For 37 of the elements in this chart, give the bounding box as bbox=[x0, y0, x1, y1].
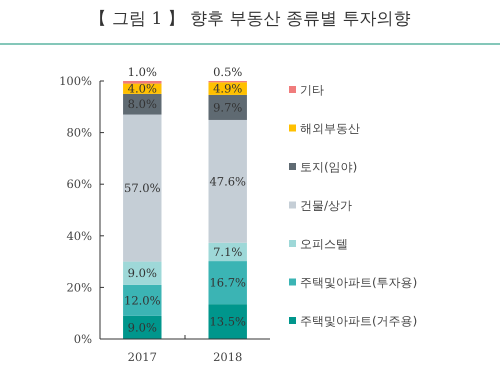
data-label: 12.0% bbox=[124, 293, 161, 308]
data-label: 9.7% bbox=[213, 100, 242, 114]
legend-label: 오피스텔 bbox=[300, 237, 348, 251]
bar bbox=[208, 120, 247, 243]
y-tick-label: 20% bbox=[66, 280, 92, 294]
data-label: 47.6% bbox=[209, 174, 246, 188]
y-tick-label: 0% bbox=[74, 332, 92, 346]
data-label: 4.0% bbox=[128, 82, 157, 96]
data-label: 57.0% bbox=[124, 181, 161, 196]
data-label: 13.5% bbox=[209, 314, 246, 329]
legend-label: 건물/상가 bbox=[300, 198, 352, 212]
legend-label: 해외부동산 bbox=[300, 122, 360, 136]
bar bbox=[208, 261, 247, 304]
bar bbox=[123, 114, 162, 262]
data-label: 9.0% bbox=[128, 266, 157, 280]
chart-title: 【 그림 1 】 향후 부동산 종류별 투자의향 bbox=[90, 9, 410, 29]
legend-label: 주택및아파트(거주용) bbox=[300, 314, 418, 328]
y-tick-label: 80% bbox=[66, 126, 92, 140]
data-label: 4.9% bbox=[213, 82, 242, 96]
x-tick-label: 2018 bbox=[213, 350, 242, 364]
legend-label: 토지(임야) bbox=[300, 160, 358, 174]
data-label: 0.5% bbox=[213, 65, 242, 79]
bar bbox=[208, 94, 247, 120]
bar bbox=[208, 304, 247, 339]
y-tick-label: 40% bbox=[66, 228, 92, 243]
legend-label: 기타 bbox=[300, 83, 324, 97]
x-tick-label: 2017 bbox=[128, 350, 157, 364]
data-label: 8.0% bbox=[128, 97, 157, 112]
bar bbox=[123, 284, 162, 316]
data-label: 16.7% bbox=[209, 276, 246, 290]
legend-label: 주택및아파트(투자용) bbox=[300, 276, 418, 290]
y-tick-label: 60% bbox=[66, 177, 92, 192]
data-label: 9.0% bbox=[128, 320, 157, 334]
data-label: 1.0% bbox=[128, 65, 157, 79]
data-label: 7.1% bbox=[213, 244, 242, 259]
bar bbox=[123, 81, 162, 84]
y-tick-label: 100% bbox=[59, 74, 92, 88]
